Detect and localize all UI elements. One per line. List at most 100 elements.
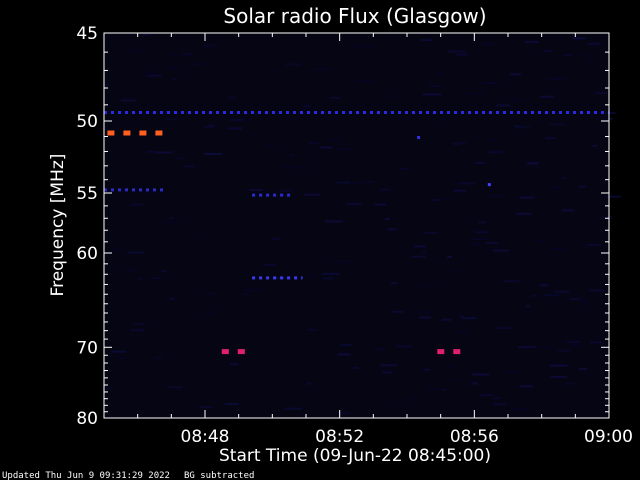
emission-mark [237, 349, 245, 355]
noise-speck [569, 343, 581, 346]
emission-mark [440, 111, 443, 114]
emission-mark [503, 111, 506, 114]
noise-speck [607, 117, 614, 120]
noise-speck [165, 67, 177, 70]
noise-speck [204, 153, 223, 155]
emission-features [104, 111, 609, 355]
emission-mark [223, 111, 226, 114]
noise-speck [496, 104, 510, 107]
noise-speck [290, 154, 295, 157]
emission-mark [601, 111, 604, 114]
noise-speck [487, 151, 503, 154]
noise-speck [447, 256, 452, 258]
emission-mark [272, 111, 275, 114]
noise-speck [397, 399, 403, 402]
noise-speck [336, 181, 351, 184]
noise-speck [588, 42, 601, 45]
x-tick-label: 08:48 [181, 427, 230, 447]
emission-mark [384, 111, 387, 114]
noise-speck [338, 412, 350, 415]
noise-speck [527, 162, 539, 165]
noise-speck [488, 139, 496, 141]
noise-speck [453, 378, 461, 381]
emission-mark [153, 111, 156, 114]
emission-mark [125, 188, 128, 192]
noise-speck [469, 378, 476, 381]
noise-speck [550, 364, 568, 367]
noise-speck [594, 92, 608, 95]
y-tick-label: 50 [76, 112, 98, 132]
noise-speck [329, 96, 341, 99]
noise-speck [541, 346, 553, 349]
emission-mark [237, 111, 240, 114]
noise-speck [452, 189, 466, 192]
x-axis-label: Start Time (09-Jun-22 08:45:00) [219, 446, 491, 466]
noise-speck [493, 397, 501, 400]
noise-speck [104, 83, 109, 86]
noise-speck [167, 53, 183, 56]
noise-speck [524, 40, 539, 43]
noise-speck [471, 382, 478, 385]
emission-mark [167, 111, 170, 114]
noise-speck [526, 160, 535, 163]
noise-speck [322, 272, 340, 275]
noise-speck [161, 270, 167, 273]
emission-mark [307, 111, 310, 114]
y-tick-label: 60 [76, 244, 98, 264]
noise-speck [390, 282, 398, 285]
noise-speck [505, 370, 521, 373]
noise-speck [340, 344, 352, 347]
noise-speck [478, 221, 486, 224]
noise-speck [429, 85, 442, 88]
emission-mark [552, 111, 555, 114]
noise-speck [130, 203, 144, 206]
emission-mark [266, 193, 270, 197]
noise-speck [545, 137, 556, 140]
noise-speck [588, 289, 605, 292]
noise-speck [164, 118, 178, 121]
noise-speck [130, 329, 145, 332]
noise-speck [547, 77, 564, 80]
noise-speck [118, 356, 126, 359]
emission-mark [453, 349, 461, 355]
noise-speck [561, 177, 567, 179]
emission-mark [461, 111, 464, 114]
noise-speck [144, 74, 149, 77]
noise-speck [453, 142, 462, 145]
noise-speck [284, 63, 302, 66]
noise-speck [605, 195, 621, 198]
emission-mark [259, 276, 263, 280]
noise-speck [182, 53, 192, 56]
emission-mark [356, 111, 359, 114]
emission-mark [510, 111, 513, 114]
noise-speck [325, 220, 343, 223]
noise-speck [539, 284, 548, 287]
noise-speck [590, 341, 602, 344]
emission-mark [252, 193, 256, 197]
noise-speck [543, 294, 560, 297]
emission-mark [559, 111, 562, 114]
noise-speck [137, 277, 144, 280]
noise-speck [540, 95, 554, 98]
noise-speck [127, 251, 144, 254]
noise-speck [543, 50, 552, 53]
noise-speck [360, 80, 374, 82]
noise-speck [145, 71, 158, 74]
noise-speck [458, 315, 465, 318]
noise-speck [409, 397, 416, 400]
noise-speck [346, 203, 362, 206]
noise-speck [111, 248, 123, 251]
noise-speck [518, 346, 536, 348]
noise-speck [511, 408, 529, 411]
noise-speck [172, 78, 177, 81]
noise-speck [168, 386, 183, 389]
noise-speck [531, 294, 539, 297]
emission-mark [244, 111, 247, 114]
noise-speck [206, 45, 218, 48]
emission-mark [139, 130, 147, 136]
noise-speck [551, 248, 562, 251]
emission-mark [266, 276, 270, 280]
emission-mark [580, 111, 583, 114]
emission-mark [280, 276, 284, 280]
